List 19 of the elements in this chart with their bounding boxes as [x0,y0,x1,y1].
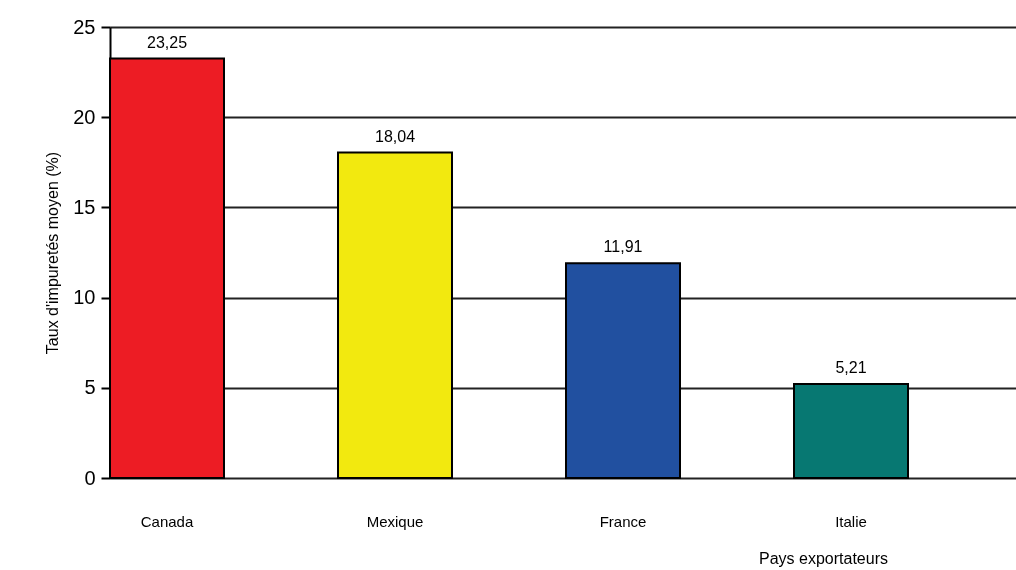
x-tick-label: Canada [140,512,194,530]
data-label: 11,91 [603,238,643,256]
bar [565,262,681,479]
y-tick-label: 5 [84,376,96,399]
x-axis-title: Pays exportateurs [759,549,888,567]
data-label: 18,04 [374,127,416,145]
bar [793,383,909,479]
y-axis-title: Taux d'impuretés moyen (%) [44,151,62,355]
bar [337,151,453,479]
data-label: 5,21 [835,359,867,377]
y-tick-label: 25 [73,15,96,38]
y-tick-label: 0 [84,466,96,489]
y-tick-label: 10 [73,286,96,309]
y-tick-label: 15 [73,195,96,218]
x-tick-label: Mexique [366,512,424,530]
y-tick-label: 20 [73,105,96,128]
data-label: 23,25 [146,33,188,51]
x-tick-label: Italie [835,512,867,530]
x-tick-label: France [599,512,647,530]
